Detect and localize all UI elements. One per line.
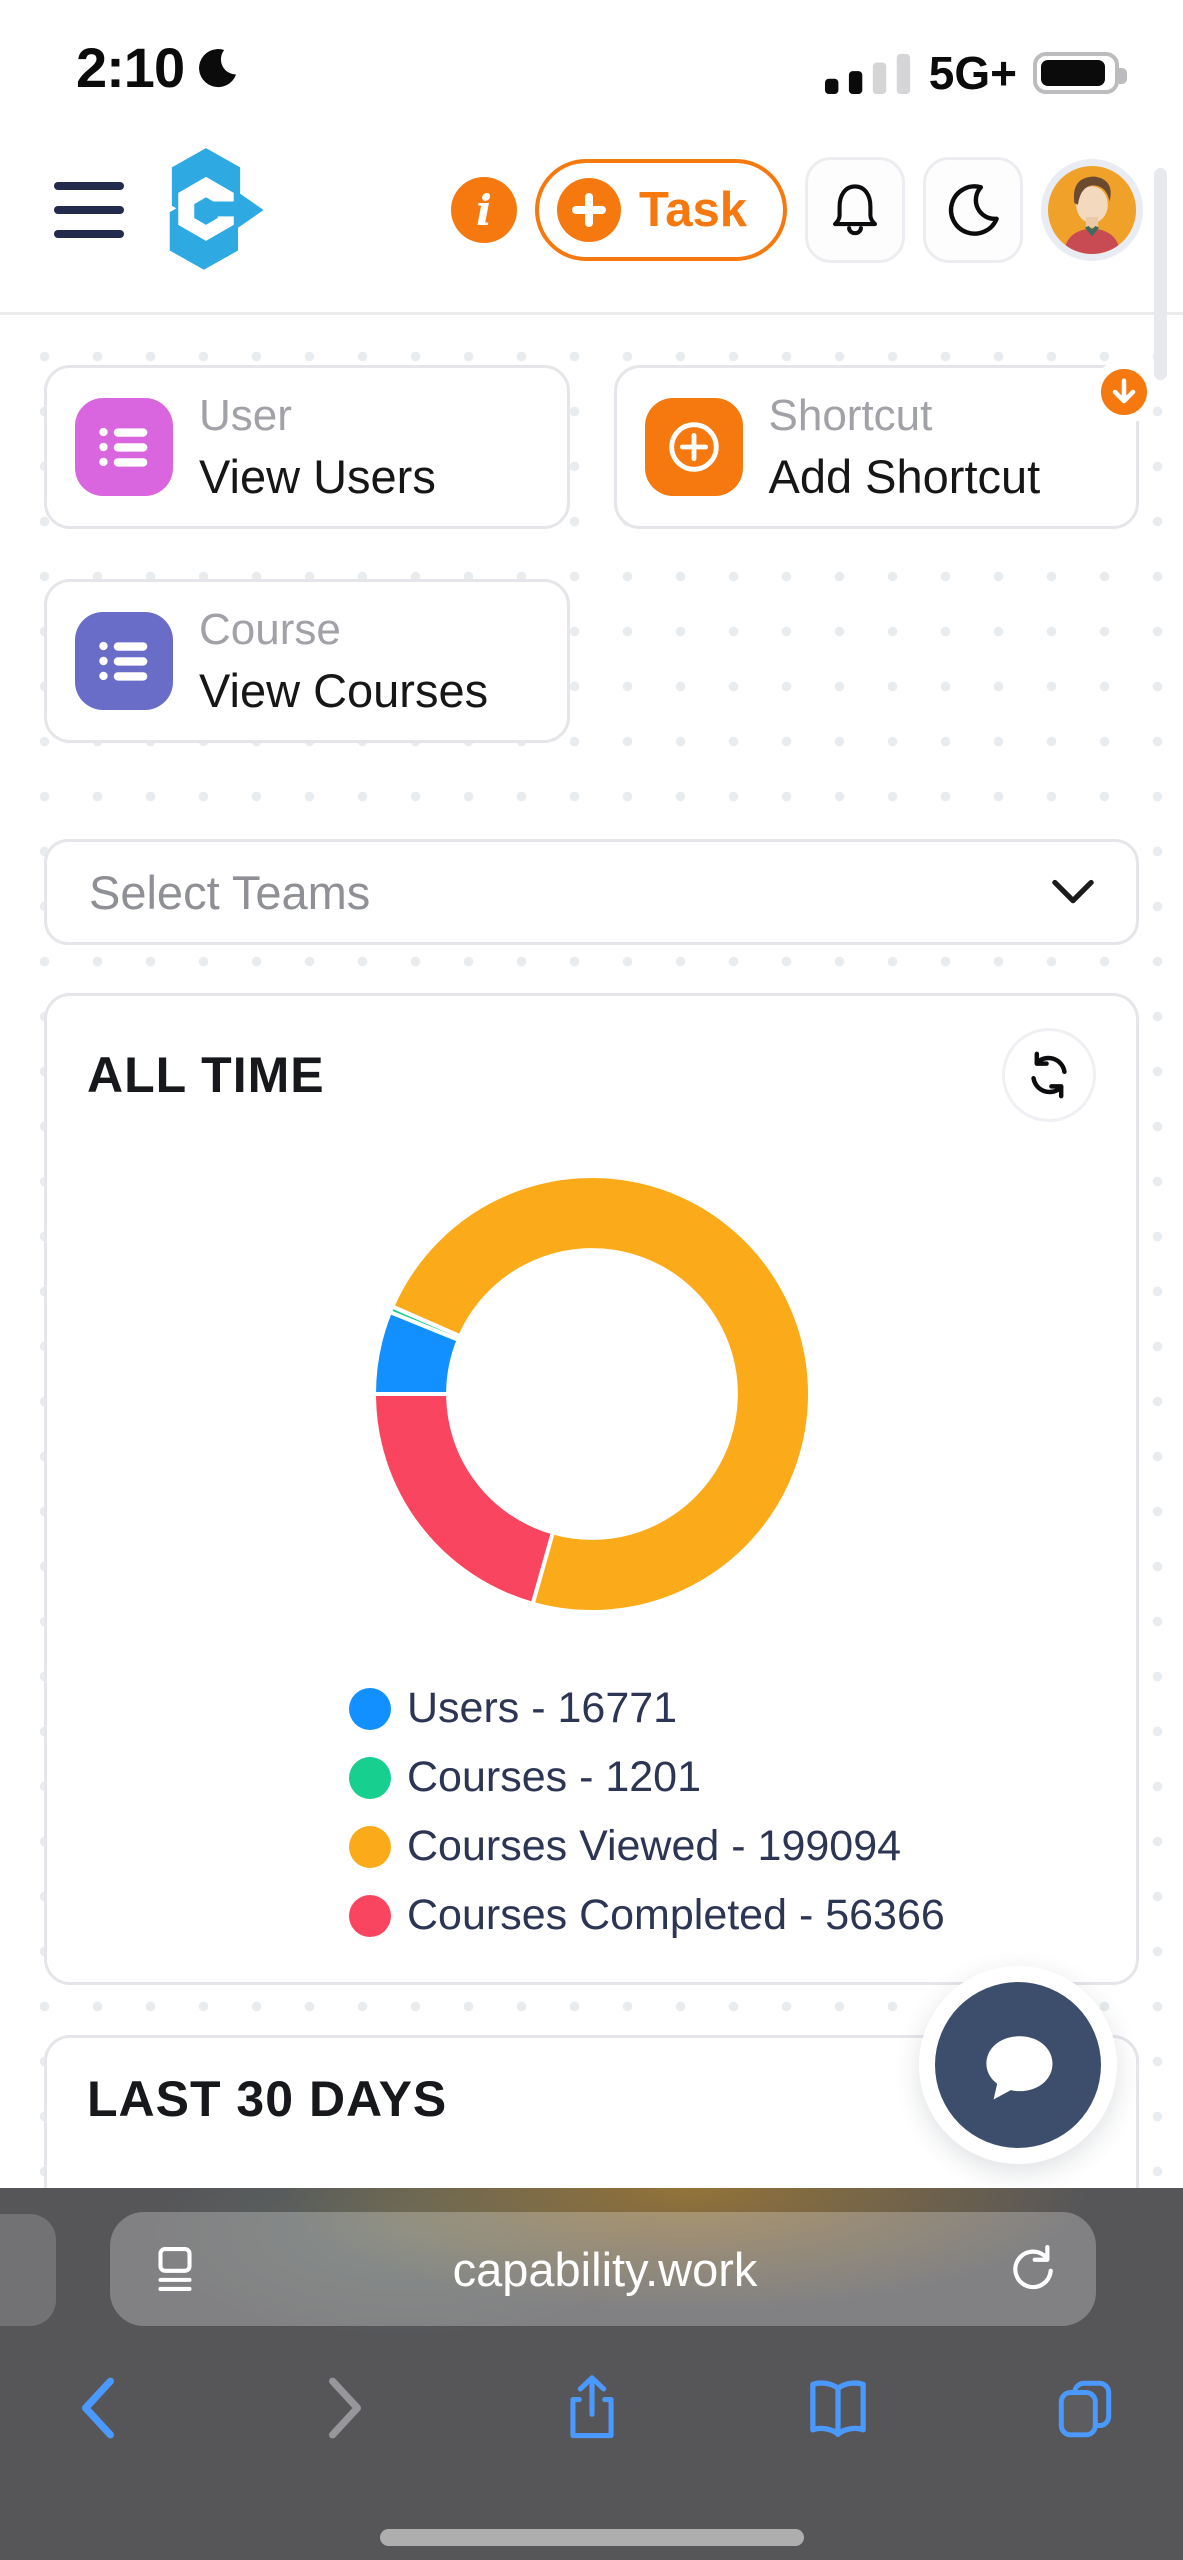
legend-dot (349, 1825, 391, 1868)
info-glyph: i (475, 185, 492, 235)
battery-fill (1041, 60, 1106, 86)
legend-dot (349, 1894, 391, 1937)
battery-icon (1033, 52, 1127, 94)
plus-circle-icon (644, 398, 743, 496)
home-indicator[interactable] (379, 2529, 804, 2546)
donut-chart (371, 1174, 812, 1615)
address-bar[interactable]: capability.work (110, 2212, 1096, 2326)
back-icon (82, 2377, 114, 2439)
focus-moon-icon (199, 48, 237, 87)
network-label: 5G+ (928, 47, 1017, 99)
all-time-panel: ALL TIME Users - 16771 Courses - 1201 Cour… (44, 993, 1139, 1985)
bell-icon (833, 184, 877, 236)
previous-tab-stub[interactable] (0, 2214, 56, 2326)
chat-bubble-icon (986, 2036, 1053, 2100)
refresh-button[interactable] (1002, 1028, 1096, 1122)
header-divider (0, 312, 1183, 315)
quick-cards-grid: User View Users Shortcut Add Shortcut (44, 360, 1156, 743)
card-category: User (199, 390, 292, 440)
legend-dot (349, 1687, 391, 1730)
dark-mode-button[interactable] (923, 157, 1023, 263)
view-courses-card[interactable]: Course View Courses (44, 579, 570, 743)
legend-label: Courses - 1201 (407, 1753, 701, 1801)
chevron-down-icon (1052, 879, 1094, 904)
teams-select[interactable]: Select Teams (44, 839, 1139, 945)
add-task-button[interactable]: Task (534, 159, 787, 261)
battery-nub (1119, 68, 1127, 84)
add-shortcut-card[interactable]: Shortcut Add Shortcut (613, 360, 1156, 529)
ios-status-bar: 2:10 5G+ (0, 0, 1183, 108)
tabs-button[interactable] (1037, 2360, 1133, 2456)
url-text: capability.work (452, 2242, 758, 2296)
header-actions: i Task (450, 157, 1143, 263)
legend-item: Courses - 1201 (349, 1753, 1096, 1802)
donut-slice-courses-viewed (389, 1174, 812, 1615)
status-right: 5G+ (824, 46, 1127, 100)
course-list-icon (75, 612, 173, 710)
user-avatar[interactable] (1041, 159, 1143, 261)
grid-empty-cell (614, 579, 1140, 743)
all-time-title: ALL TIME (87, 1047, 325, 1103)
legend-dot (349, 1756, 391, 1799)
notifications-button[interactable] (805, 157, 905, 263)
safari-toolbar: capability.work (0, 2188, 1183, 2560)
status-left: 2:10 (76, 35, 240, 100)
share-button[interactable] (544, 2360, 640, 2456)
book-icon (810, 2380, 867, 2437)
reload-icon (1013, 2244, 1053, 2290)
scrollbar-thumb[interactable] (1154, 168, 1167, 380)
card-action: Add Shortcut (768, 449, 1041, 503)
legend-label: Courses Viewed - 199094 (407, 1822, 902, 1870)
legend-item: Courses Viewed - 199094 (349, 1822, 1096, 1871)
legend-item: Courses Completed - 56366 (349, 1891, 1096, 1940)
user-list-icon (75, 398, 173, 496)
tabs-icon (1058, 2380, 1112, 2438)
browser-nav-row (0, 2360, 1183, 2456)
card-action: View Users (199, 449, 436, 503)
task-button-label: Task (638, 183, 747, 237)
legend-label: Users - 16771 (407, 1684, 678, 1732)
forward-button[interactable] (297, 2360, 393, 2456)
legend-item: Users - 16771 (349, 1684, 1096, 1733)
share-icon (569, 2375, 614, 2439)
app-header: i Task (0, 108, 1183, 312)
card-action: View Courses (199, 663, 489, 717)
back-button[interactable] (50, 2360, 146, 2456)
teams-select-placeholder: Select Teams (89, 865, 371, 919)
reload-button[interactable] (1006, 2242, 1060, 2296)
card-category: Shortcut (768, 390, 933, 440)
hamburger-menu-button[interactable] (54, 182, 124, 238)
chart-legend: Users - 16771 Courses - 1201 Courses Viewe… (349, 1684, 1096, 1940)
refresh-icon (1031, 1051, 1067, 1099)
info-button[interactable]: i (450, 177, 517, 243)
card-category: Course (199, 604, 341, 654)
legend-label: Courses Completed - 56366 (407, 1891, 945, 1939)
moon-icon (948, 184, 999, 236)
chat-fab-circle (935, 1982, 1101, 2148)
view-users-card[interactable]: User View Users (44, 365, 570, 529)
capability-logo[interactable] (142, 146, 270, 274)
donut-slice-courses-completed (371, 1392, 555, 1606)
avatar-illustration (1063, 176, 1121, 254)
bookmarks-button[interactable] (790, 2360, 886, 2456)
plus-icon (556, 178, 621, 242)
status-time: 2:10 (76, 36, 185, 99)
page-settings-icon (158, 2247, 192, 2291)
forward-icon (328, 2377, 361, 2439)
chat-fab-button[interactable] (919, 1966, 1117, 2164)
page-settings-button[interactable] (146, 2240, 204, 2298)
signal-icon (824, 53, 910, 95)
download-badge[interactable] (1092, 360, 1156, 424)
arrow-down-icon (1112, 378, 1136, 404)
last-30-days-title: LAST 30 DAYS (87, 2071, 448, 2127)
